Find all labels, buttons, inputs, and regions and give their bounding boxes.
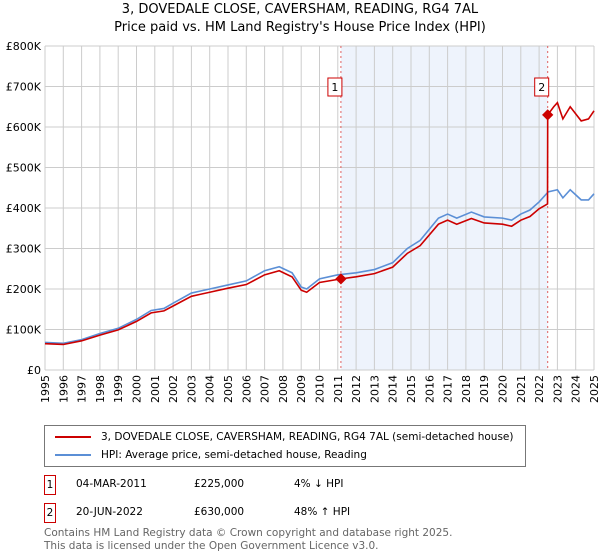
y-tick-label: £200K <box>6 283 42 296</box>
sale-label-box <box>534 77 550 97</box>
sale-hpi-diff: 4% ↓ HPI <box>294 478 344 490</box>
legend: 3, DOVEDALE CLOSE, CAVERSHAM, READING, R… <box>44 425 526 467</box>
x-tick-label: 2020 <box>497 375 510 403</box>
x-tick-label: 2012 <box>350 375 363 403</box>
sale-label: 2 <box>538 81 545 94</box>
sale-point <box>335 273 347 285</box>
x-tick-label: 2005 <box>222 375 235 403</box>
x-tick-label: 2011 <box>332 375 345 403</box>
x-tick-label: 2014 <box>387 375 400 403</box>
legend-swatch-property <box>55 436 91 438</box>
sale-date: 04-MAR-2011 <box>76 478 147 490</box>
x-tick-label: 2021 <box>515 375 528 403</box>
legend-label-hpi: HPI: Average price, semi-detached house,… <box>101 449 367 461</box>
x-tick-label: 2004 <box>204 375 217 403</box>
chart-title: 3, DOVEDALE CLOSE, CAVERSHAM, READING, R… <box>121 2 479 17</box>
sale-hpi-diff: 48% ↑ HPI <box>294 506 351 518</box>
x-tick-label: 1997 <box>76 375 89 403</box>
x-tick-label: 2017 <box>442 375 455 403</box>
x-tick-label: 2006 <box>240 375 253 403</box>
legend-swatch-hpi <box>55 454 91 456</box>
footer-line-1: Contains HM Land Registry data © Crown c… <box>44 527 453 539</box>
y-tick-label: £400K <box>6 202 42 215</box>
x-tick-label: 2016 <box>423 375 436 403</box>
y-tick-label: £100K <box>6 324 42 337</box>
y-tick-label: £600K <box>6 121 42 134</box>
x-tick-label: 2015 <box>405 375 418 403</box>
y-tick-label: £300K <box>6 243 42 256</box>
y-tick-label: £800K <box>6 40 42 53</box>
x-tick-label: 2000 <box>131 375 144 403</box>
x-tick-label: 2018 <box>460 375 473 403</box>
x-tick-label: 2008 <box>277 375 290 403</box>
x-tick-label: 2024 <box>570 375 583 403</box>
x-tick-label: 2022 <box>533 375 546 403</box>
sale-label-box <box>327 77 343 97</box>
sale-date: 20-JUN-2022 <box>76 506 143 518</box>
x-tick-label: 2001 <box>149 375 162 403</box>
hpi-line <box>44 188 595 345</box>
sale-marker-2: 2 <box>44 503 56 523</box>
x-tick-label: 2013 <box>368 375 381 403</box>
x-tick-label: 2007 <box>259 375 272 403</box>
x-tick-label: 1999 <box>112 375 125 403</box>
x-tick-label: 2025 <box>588 375 600 403</box>
x-tick-label: 2009 <box>295 375 308 403</box>
y-tick-label: £700K <box>6 81 42 94</box>
sale-row-2: 2 20-JUN-2022 £630,000 48% ↑ HPI <box>44 503 600 523</box>
price-chart: 1995 1996 1997 1998 1999 2000 2001 2002 2003 2004… <box>6 40 600 403</box>
legend-label-property: 3, DOVEDALE CLOSE, CAVERSHAM, READING, R… <box>101 431 514 443</box>
x-tick-label: 2002 <box>167 375 180 403</box>
footer: Contains HM Land Registry data © Crown c… <box>44 527 452 553</box>
chart-subtitle: Price paid vs. HM Land Registry's House … <box>114 20 486 35</box>
y-tick-label: £500K <box>6 162 42 175</box>
x-tick-label: 1996 <box>57 375 70 403</box>
sale-label: 1 <box>331 81 338 94</box>
sale-marker-1: 1 <box>44 475 56 495</box>
y-tick-label: £0 <box>27 364 41 377</box>
x-tick-label: 1995 <box>39 375 52 403</box>
x-tick-label: 2010 <box>314 375 327 403</box>
x-tick-label: 2019 <box>478 375 491 403</box>
x-tick-label: 2003 <box>185 375 198 403</box>
sale-row-1: 1 04-MAR-2011 £225,000 4% ↓ HPI <box>44 475 600 495</box>
x-tick-label: 2023 <box>551 375 564 403</box>
x-tick-label: 1998 <box>94 375 107 403</box>
sale-price: £630,000 <box>194 506 245 518</box>
sale-price: £225,000 <box>194 478 245 490</box>
property-price-line <box>44 101 595 346</box>
footer-line-2: This data is licensed under the Open Gov… <box>44 540 379 552</box>
